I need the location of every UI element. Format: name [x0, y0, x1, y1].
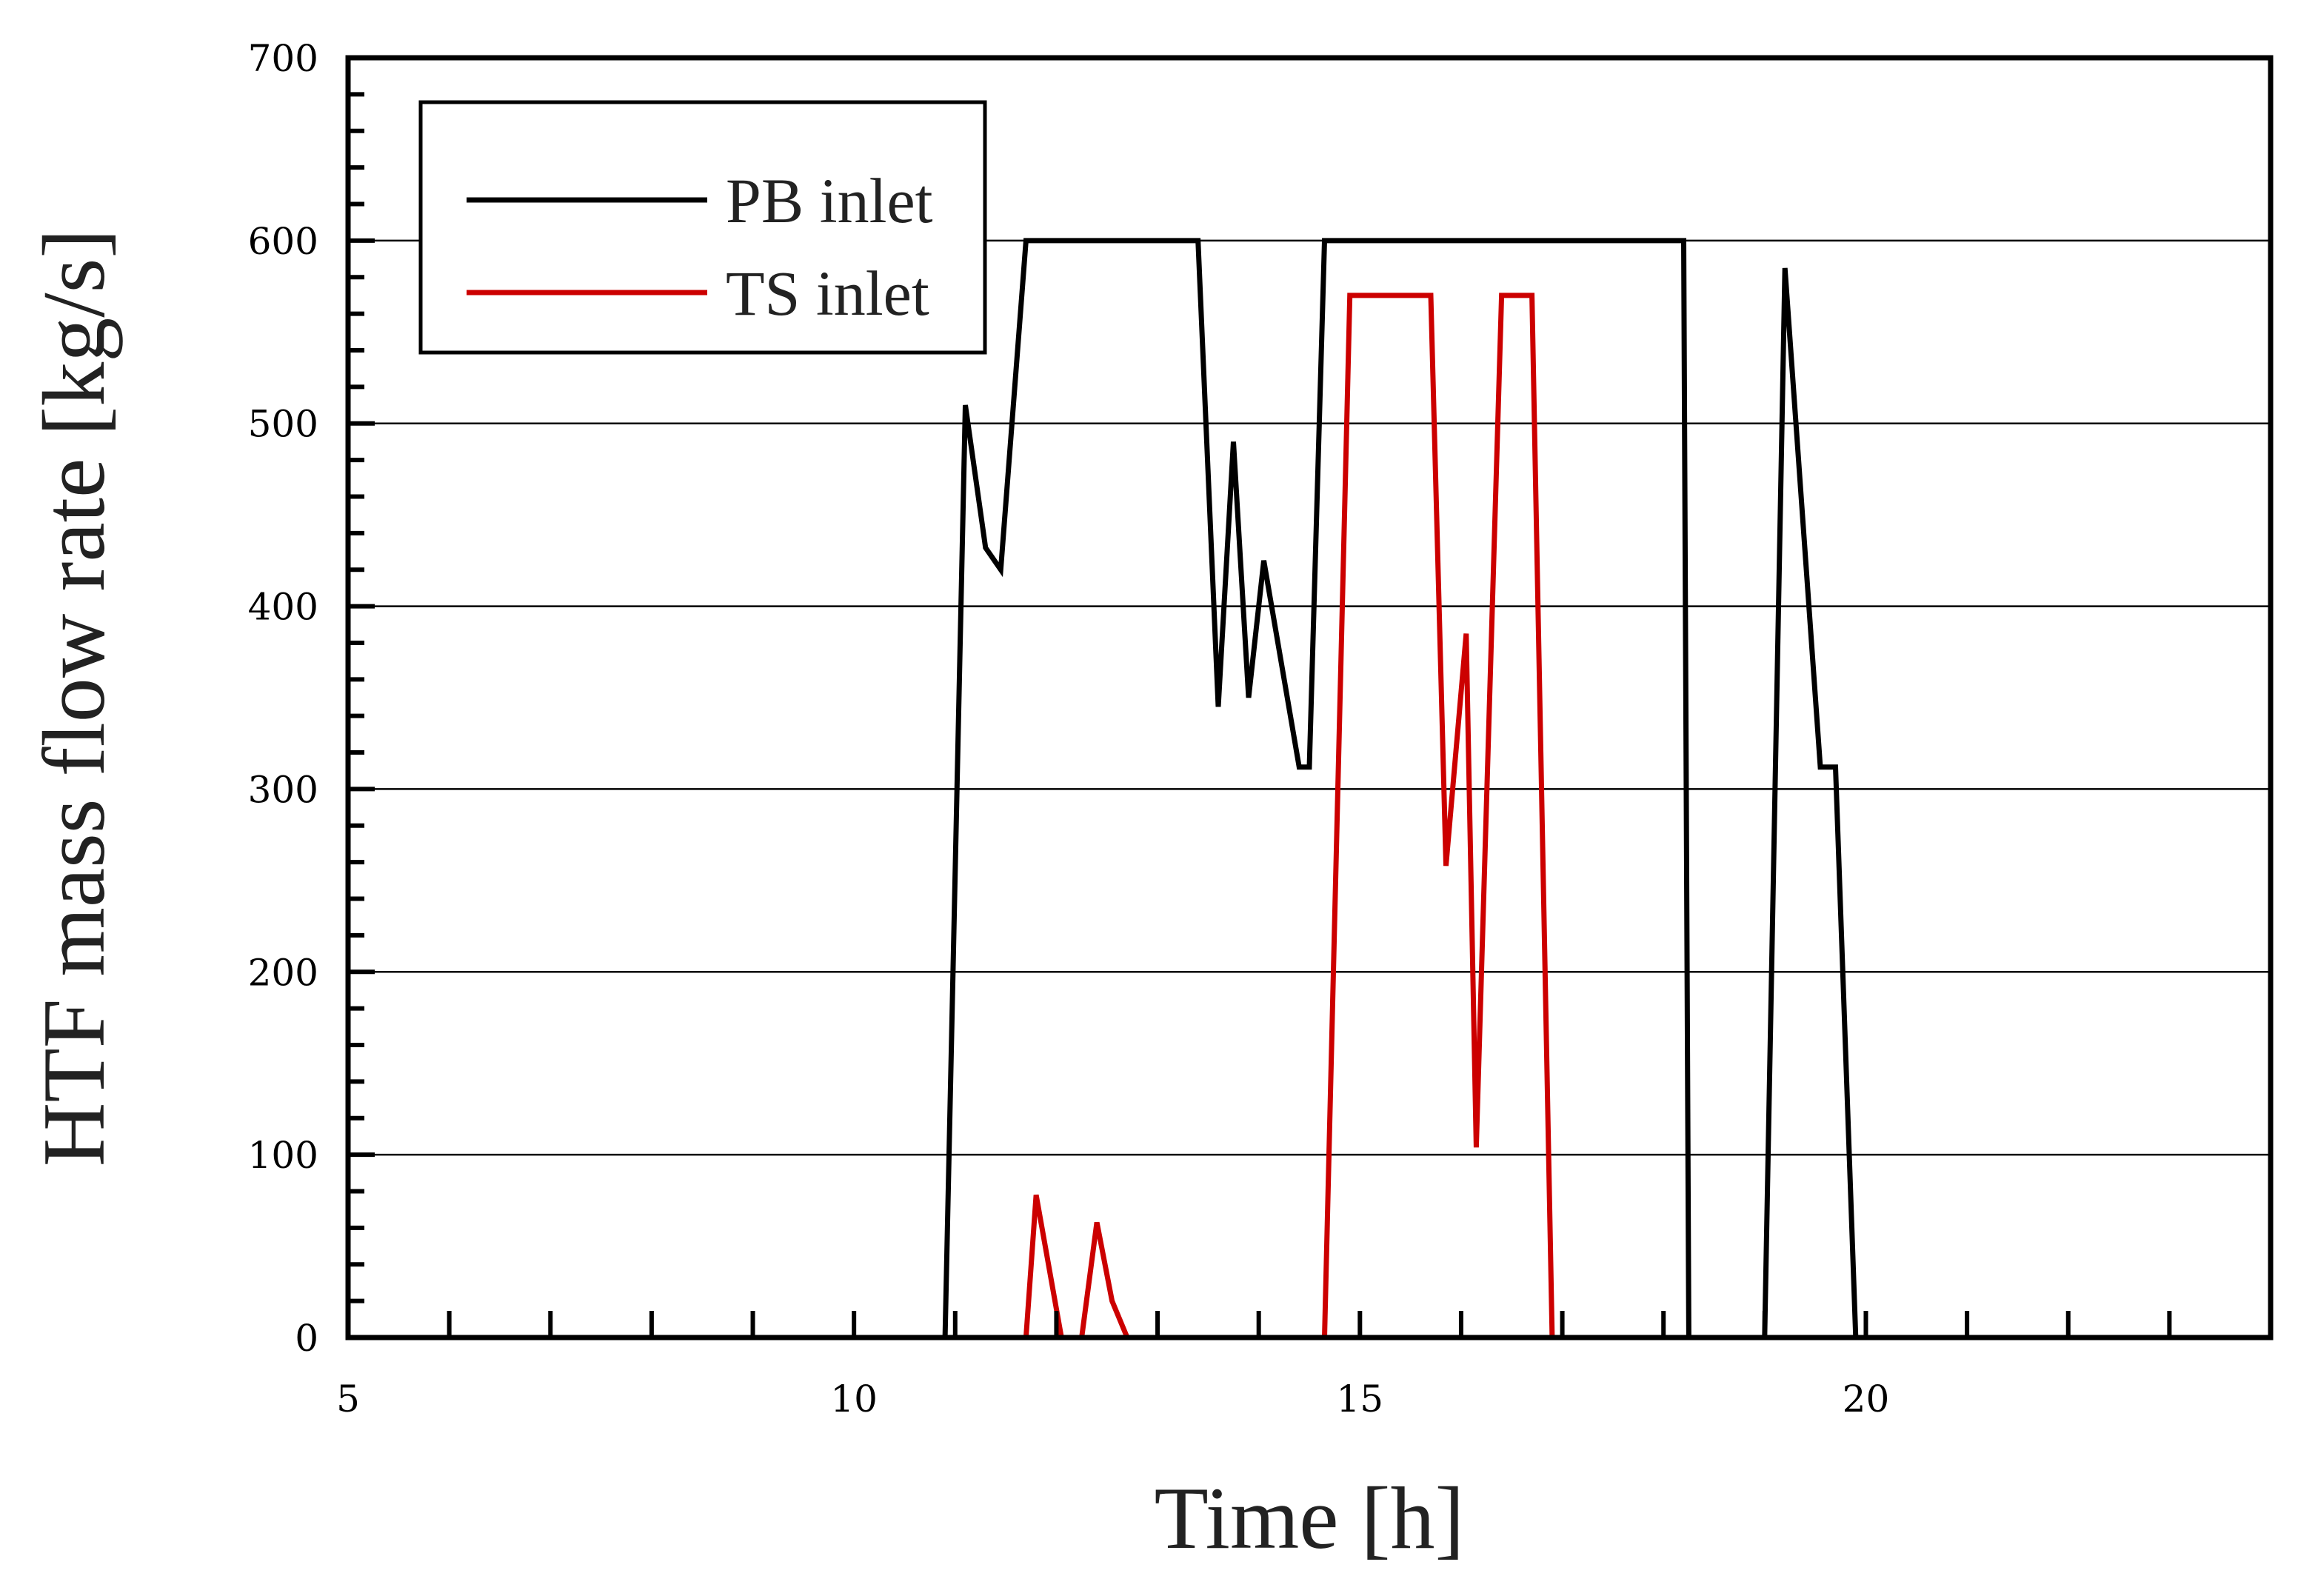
- y-tick-label-0: 0: [295, 1317, 318, 1360]
- y-tick-label-600: 600: [248, 220, 318, 263]
- y-axis-title: HTF mass flow rate [kg/s]: [24, 229, 123, 1166]
- y-tick-label-300: 300: [248, 768, 318, 811]
- y-tick-label-200: 200: [248, 951, 318, 994]
- legend: PB inlet TS inlet: [418, 100, 987, 355]
- x-tick-label-5: 5: [336, 1378, 360, 1420]
- x-tick-label-10: 10: [830, 1378, 878, 1420]
- x-axis-title: Time [h]: [1155, 1469, 1465, 1567]
- y-tick-label-100: 100: [248, 1134, 318, 1177]
- x-tick-label-15: 15: [1337, 1378, 1384, 1420]
- series-line-pb-inlet: [348, 238, 2271, 1340]
- legend-label-ts-inlet: TS inlet: [726, 258, 929, 329]
- y-tick-label-400: 400: [248, 586, 318, 629]
- y-tick-label-500: 500: [248, 403, 318, 446]
- series-line-ts-inlet: [348, 293, 2271, 1340]
- axis-ticks: [346, 56, 2273, 1340]
- y-tick-label-700: 700: [248, 37, 318, 80]
- legend-label-pb-inlet: PB inlet: [726, 165, 933, 236]
- legend-box: [418, 100, 987, 355]
- x-tick-label-20: 20: [1843, 1378, 1890, 1420]
- plot-frame: [345, 55, 2274, 1340]
